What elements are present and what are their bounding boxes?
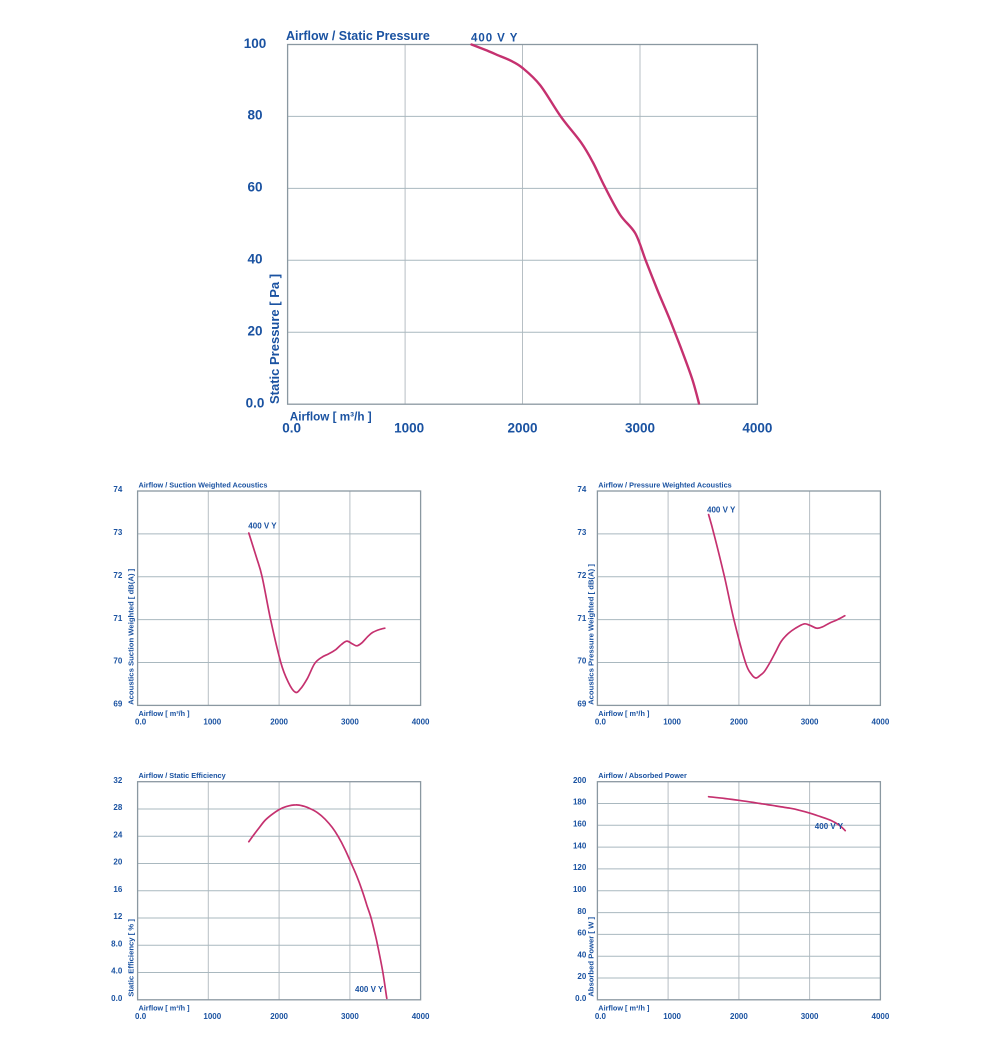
svg-text:70: 70: [577, 657, 586, 666]
svg-text:400 V Y: 400 V Y: [248, 522, 277, 531]
svg-text:Airflow [ m³/h ]: Airflow [ m³/h ]: [598, 709, 650, 718]
svg-text:0.0: 0.0: [282, 421, 301, 436]
svg-text:2000: 2000: [270, 717, 288, 726]
svg-text:3000: 3000: [801, 717, 819, 726]
svg-text:12: 12: [113, 912, 122, 921]
svg-text:71: 71: [113, 614, 122, 623]
svg-text:74: 74: [113, 485, 122, 494]
svg-text:73: 73: [577, 528, 586, 537]
svg-text:1000: 1000: [663, 1012, 681, 1021]
svg-text:400 V Y: 400 V Y: [471, 33, 518, 45]
svg-text:73: 73: [113, 528, 122, 537]
svg-text:1000: 1000: [203, 717, 221, 726]
svg-text:Airflow [ m³/h ]: Airflow [ m³/h ]: [139, 709, 191, 718]
svg-text:80: 80: [577, 907, 586, 916]
svg-text:72: 72: [577, 571, 586, 580]
svg-text:0.0: 0.0: [135, 717, 147, 726]
svg-text:Acoustics Pressure Weighted [: Acoustics Pressure Weighted [ dB(A) ]: [587, 564, 596, 705]
svg-text:Airflow / Static Efficiency: Airflow / Static Efficiency: [139, 771, 227, 780]
svg-text:4000: 4000: [872, 717, 890, 726]
svg-text:1000: 1000: [394, 421, 424, 436]
svg-text:400 V Y: 400 V Y: [815, 822, 844, 831]
svg-text:200: 200: [573, 776, 587, 785]
svg-text:20: 20: [113, 858, 122, 867]
svg-text:16: 16: [113, 885, 122, 894]
svg-text:4000: 4000: [742, 421, 772, 436]
svg-text:1000: 1000: [663, 717, 681, 726]
svg-text:100: 100: [573, 885, 587, 894]
svg-text:4000: 4000: [412, 1012, 430, 1021]
svg-text:4000: 4000: [872, 1012, 890, 1021]
svg-text:2000: 2000: [270, 1012, 288, 1021]
svg-text:140: 140: [573, 841, 587, 850]
svg-text:Airflow [ m³/h ]: Airflow [ m³/h ]: [139, 1003, 191, 1012]
svg-text:3000: 3000: [341, 1012, 359, 1021]
svg-text:71: 71: [577, 614, 586, 623]
svg-text:120: 120: [573, 863, 587, 872]
svg-text:28: 28: [113, 803, 122, 812]
svg-text:0.0: 0.0: [111, 994, 123, 1003]
svg-text:70: 70: [113, 657, 122, 666]
svg-text:20: 20: [577, 972, 586, 981]
svg-text:2000: 2000: [730, 1012, 748, 1021]
svg-text:3000: 3000: [625, 421, 655, 436]
svg-text:2000: 2000: [507, 421, 537, 436]
svg-text:Airflow / Static Pressure: Airflow / Static Pressure: [286, 29, 430, 43]
svg-text:69: 69: [577, 700, 586, 709]
svg-text:72: 72: [113, 571, 122, 580]
svg-text:0.0: 0.0: [246, 396, 265, 411]
svg-text:4000: 4000: [412, 717, 430, 726]
svg-text:4.0: 4.0: [111, 967, 123, 976]
svg-text:32: 32: [113, 776, 122, 785]
svg-text:24: 24: [113, 830, 122, 839]
svg-text:Airflow / Suction Weighted Aco: Airflow / Suction Weighted Acoustics: [139, 481, 268, 490]
svg-text:Absorbed Power [ W ]: Absorbed Power [ W ]: [587, 916, 596, 996]
svg-text:74: 74: [577, 485, 586, 494]
svg-text:400 V Y: 400 V Y: [355, 985, 384, 994]
svg-text:1000: 1000: [203, 1012, 221, 1021]
svg-text:Acoustics Suction Weighted [ d: Acoustics Suction Weighted [ dB(A) ]: [127, 568, 136, 705]
svg-text:Static Efficiency [ % ]: Static Efficiency [ % ]: [127, 919, 136, 997]
svg-text:Airflow / Pressure Weighted Ac: Airflow / Pressure Weighted Acoustics: [598, 481, 731, 490]
svg-text:0.0: 0.0: [135, 1012, 147, 1021]
svg-text:3000: 3000: [801, 1012, 819, 1021]
svg-text:60: 60: [577, 929, 586, 938]
svg-text:Airflow [ m³/h ]: Airflow [ m³/h ]: [290, 411, 372, 424]
svg-text:60: 60: [247, 180, 262, 195]
svg-text:3000: 3000: [341, 717, 359, 726]
svg-text:160: 160: [573, 820, 587, 829]
svg-text:2000: 2000: [730, 717, 748, 726]
svg-text:Airflow [ m³/h ]: Airflow [ m³/h ]: [598, 1003, 650, 1012]
svg-text:20: 20: [247, 324, 262, 339]
svg-text:Static Pressure [ Pa ]: Static Pressure [ Pa ]: [267, 274, 282, 404]
svg-text:400 V Y: 400 V Y: [707, 506, 736, 515]
svg-text:180: 180: [573, 798, 587, 807]
svg-text:8.0: 8.0: [111, 940, 123, 949]
svg-text:0.0: 0.0: [595, 717, 607, 726]
svg-text:Airflow / Absorbed Power: Airflow / Absorbed Power: [598, 771, 687, 780]
svg-text:80: 80: [247, 108, 262, 123]
svg-text:100: 100: [244, 36, 267, 51]
svg-text:0.0: 0.0: [575, 994, 587, 1003]
svg-text:40: 40: [247, 252, 262, 267]
svg-text:40: 40: [577, 950, 586, 959]
svg-text:0.0: 0.0: [595, 1012, 607, 1021]
svg-text:69: 69: [113, 700, 122, 709]
